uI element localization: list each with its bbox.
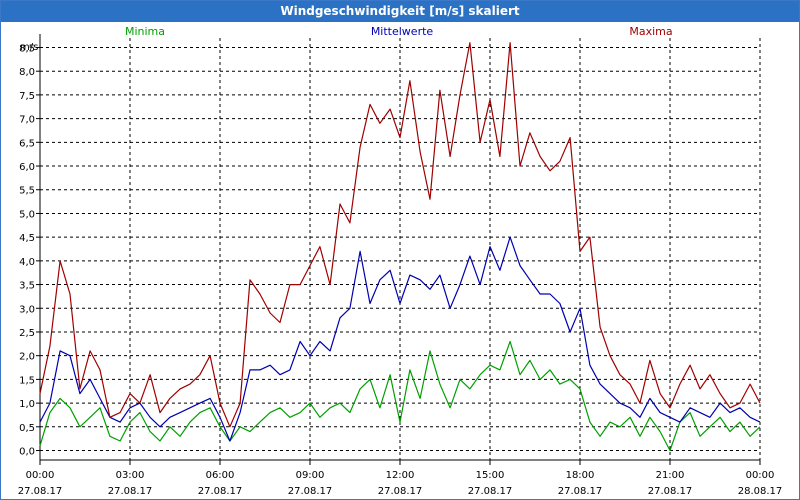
y-tick-label: 1,5 <box>19 375 35 386</box>
y-tick-label: 7,5 <box>19 91 35 102</box>
y-tick-label: 3,0 <box>19 304 35 315</box>
x-tick-time: 12:00 <box>386 470 415 481</box>
y-tick-label: 3,5 <box>19 281 35 292</box>
series-line-minima <box>39 340 761 452</box>
x-tick-time: 09:00 <box>296 470 325 481</box>
x-tick-time: 18:00 <box>566 470 595 481</box>
x-tick-time: 15:00 <box>476 470 505 481</box>
y-tick-label: 4,5 <box>19 233 35 244</box>
x-tick-date: 28.08.17 <box>738 486 783 497</box>
y-tick-label: 2,0 <box>19 352 35 363</box>
x-tick-time: 21:00 <box>656 470 685 481</box>
series-line-mittelwerte <box>39 236 761 442</box>
x-tick-date: 27.08.17 <box>558 486 603 497</box>
x-tick-date: 27.08.17 <box>288 486 333 497</box>
y-tick-label: 0,5 <box>19 423 35 434</box>
legend-minima: Minima <box>124 25 166 38</box>
x-tick-date: 27.08.17 <box>108 486 153 497</box>
legend-mittelwerte: Mittelwerte <box>370 25 434 38</box>
x-tick-time: 00:00 <box>26 470 55 481</box>
y-tick-label: 7,0 <box>19 115 35 126</box>
x-tick-date: 27.08.17 <box>18 486 63 497</box>
y-tick-label: 0,0 <box>19 447 35 458</box>
y-tick-label: 2,5 <box>19 328 35 339</box>
y-axis-label: m/s <box>20 42 38 53</box>
y-tick-label: 5,0 <box>19 209 35 220</box>
y-tick-label: 5,5 <box>19 186 35 197</box>
x-tick-date: 27.08.17 <box>648 486 693 497</box>
x-tick-date: 27.08.17 <box>198 486 243 497</box>
window-title: Windgeschwindigkeit [m/s] skaliert <box>1 1 799 22</box>
legend-maxima: Maxima <box>629 25 673 38</box>
x-tick-date: 27.08.17 <box>378 486 423 497</box>
x-tick-time: 03:00 <box>116 470 145 481</box>
grid <box>39 38 761 460</box>
x-tick-date: 27.08.17 <box>468 486 513 497</box>
y-tick-label: 8,0 <box>19 67 35 78</box>
y-tick-label: 6,0 <box>19 162 35 173</box>
y-tick-label: 1,0 <box>19 399 35 410</box>
x-tick-time: 00:00 <box>746 470 775 481</box>
y-tick-label: 4,0 <box>19 257 35 268</box>
x-tick-time: 06:00 <box>206 470 235 481</box>
axes: 0,0 0,5 1,0 1,5 2,0 2,5 3,0 3,5 4,0 4,5 5,0 5,5 6,0 6… <box>18 34 783 497</box>
y-tick-label: 6,5 <box>19 138 35 149</box>
series-line-maxima <box>39 42 761 428</box>
y-tick-label: 8,5 <box>19 43 35 54</box>
series <box>39 42 761 452</box>
